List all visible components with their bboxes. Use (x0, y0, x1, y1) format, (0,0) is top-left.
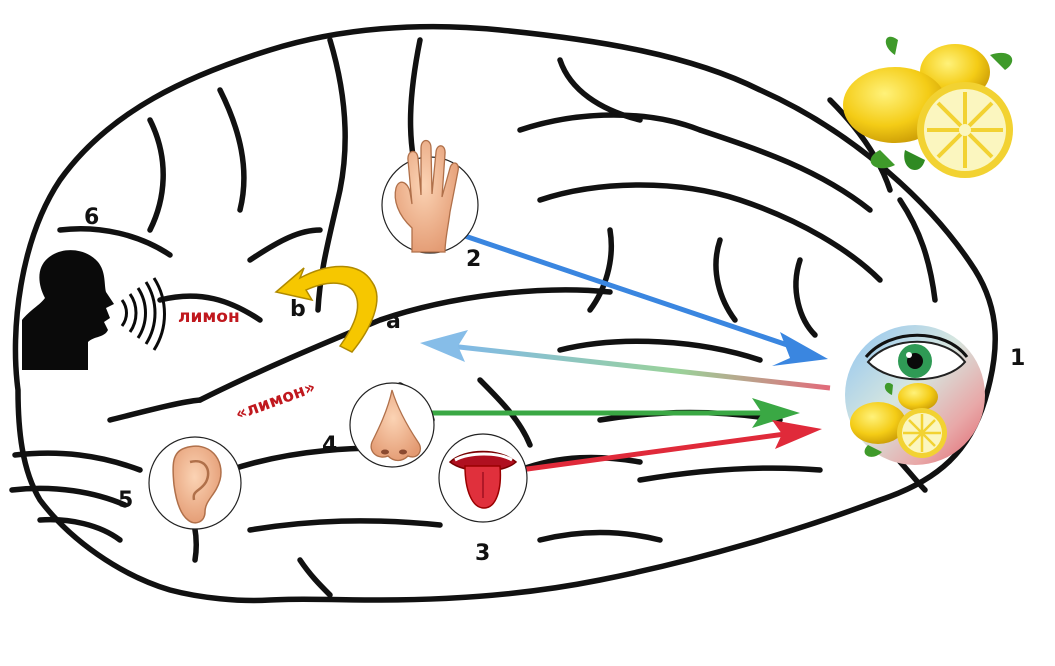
smell-arrow (430, 398, 800, 428)
ear-icon (148, 436, 242, 530)
eye-icon (864, 333, 969, 381)
speaking-head-icon (22, 250, 166, 370)
lemons-icon (843, 36, 1013, 178)
perception-circle (845, 325, 985, 465)
label-1: 1 (1010, 346, 1025, 371)
hand-icon (381, 139, 479, 254)
lemons-small-icon (850, 382, 947, 458)
nose-icon (349, 382, 435, 468)
taste-arrow (519, 420, 822, 473)
brain-outline (9, 23, 998, 604)
word-quoted: «лимон» (233, 377, 318, 424)
label-b: b (290, 297, 306, 322)
label-a: a (386, 309, 401, 334)
label-2: 2 (466, 247, 481, 272)
word-spoken: лимон (178, 307, 240, 327)
touch-arrow (461, 232, 828, 366)
label-6: 6 (84, 205, 99, 230)
curved-arrow-icon (274, 265, 378, 353)
label-5: 5 (118, 488, 133, 513)
return-arrow (420, 330, 831, 391)
label-4: 4 (322, 433, 337, 458)
label-3: 3 (475, 541, 490, 566)
tongue-icon (438, 433, 528, 523)
